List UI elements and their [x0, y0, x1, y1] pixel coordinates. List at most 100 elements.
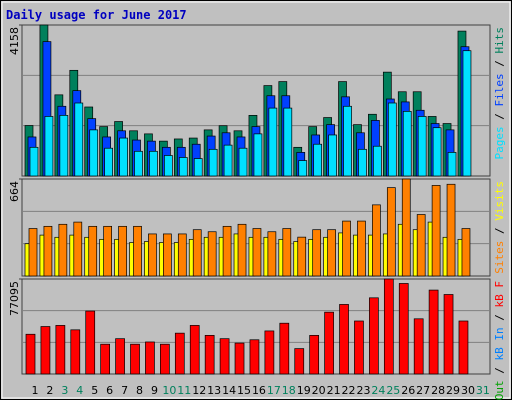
bar [324, 311, 334, 375]
bar [178, 157, 188, 177]
legend-separator: / [493, 361, 506, 381]
bar [160, 343, 170, 375]
bar [369, 297, 379, 375]
bar [130, 343, 140, 375]
bar [40, 326, 51, 375]
bar [74, 102, 84, 177]
bar [264, 330, 275, 375]
bar [252, 228, 262, 277]
legend-separator: / [493, 54, 506, 74]
bar [174, 332, 185, 375]
bar [208, 148, 218, 177]
bar [44, 116, 54, 177]
bar [193, 158, 203, 177]
bar [431, 185, 441, 277]
bar [237, 223, 247, 277]
bar [446, 183, 456, 277]
bar [297, 236, 307, 277]
x-tick-label: 17 [267, 384, 281, 397]
legend-entry: Sites [493, 241, 506, 274]
bar [29, 146, 39, 177]
x-tick-label: 12 [192, 384, 206, 397]
bar [372, 204, 381, 277]
bar [327, 229, 336, 277]
x-tick-label: 22 [342, 384, 356, 397]
bar [386, 187, 396, 277]
bar [177, 233, 187, 277]
bar [462, 50, 472, 177]
bar [59, 115, 69, 177]
x-tick-label: 3 [61, 384, 68, 397]
y-tick-label: 664 [8, 181, 21, 202]
x-tick-label: 23 [356, 384, 370, 397]
bar [28, 228, 38, 277]
x-tick-label: 28 [431, 384, 445, 397]
bar [148, 233, 157, 277]
bar [373, 145, 382, 177]
bar [402, 111, 412, 177]
legend-entry: kB Out [493, 380, 506, 400]
legend-entry: kB F [493, 281, 506, 308]
bar [398, 283, 409, 375]
x-tick-label: 30 [461, 384, 475, 397]
x-tick-label: 10 [162, 384, 176, 397]
bar [234, 342, 245, 375]
bar [401, 178, 411, 277]
legend-entry: Files [493, 73, 506, 106]
bar [268, 107, 278, 177]
bar [283, 107, 293, 177]
bar [387, 102, 397, 177]
x-tick-label: 24 [371, 384, 385, 397]
legend-entry: kB In [493, 327, 506, 360]
bar [428, 289, 439, 375]
x-tick-label: 18 [282, 384, 296, 397]
bar [294, 348, 305, 375]
bar [115, 338, 125, 375]
bar [118, 225, 127, 277]
bar [417, 116, 427, 177]
y-tick-label: 77095 [8, 281, 21, 316]
bar [70, 329, 81, 375]
bar [43, 225, 53, 277]
bar [413, 318, 424, 375]
bar [25, 333, 36, 375]
bar [309, 335, 320, 375]
x-tick-label: 14 [222, 384, 236, 397]
x-tick-label: 8 [136, 384, 143, 397]
x-tick-label: 11 [177, 384, 191, 397]
bar [223, 144, 233, 177]
x-tick-label: 26 [401, 384, 415, 397]
bar [145, 341, 155, 375]
x-tick-label: 5 [91, 384, 98, 397]
x-tick-label: 13 [207, 384, 221, 397]
bar [357, 220, 366, 277]
x-tick-label: 4 [76, 384, 83, 397]
x-tick-label: 16 [252, 384, 266, 397]
bar [192, 229, 202, 277]
legend: kB Out / kB In / kB F [493, 281, 506, 400]
x-tick-label: 21 [327, 384, 341, 397]
x-tick-label: 31 [476, 384, 490, 397]
bar [163, 233, 172, 277]
bar [267, 231, 277, 277]
x-tick-label: 20 [312, 384, 326, 397]
bar [298, 160, 308, 177]
x-tick-label: 27 [416, 384, 430, 397]
x-tick-label: 9 [151, 384, 158, 397]
legend: Sites / Visits [493, 181, 506, 274]
legend-separator: / [493, 308, 506, 328]
x-tick-label: 2 [46, 384, 53, 397]
bar [85, 310, 96, 375]
bar [342, 220, 351, 277]
bar [328, 134, 337, 177]
bar [103, 225, 113, 277]
bar [447, 152, 457, 177]
legend-entry: Visits [493, 181, 506, 221]
bar [104, 147, 114, 177]
bar [461, 228, 471, 277]
bar [238, 147, 248, 177]
bar [249, 339, 260, 375]
bar [343, 105, 352, 177]
bar [312, 229, 322, 277]
